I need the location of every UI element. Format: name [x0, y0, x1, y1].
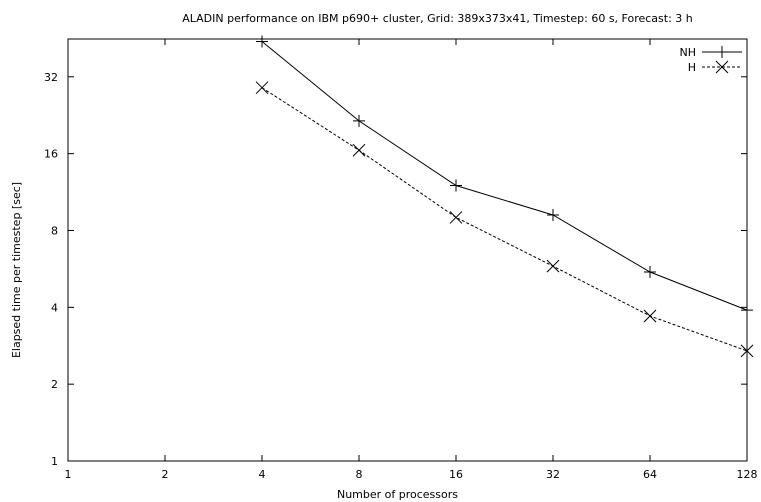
x-tick-label: 128 [737, 468, 758, 481]
x-tick-label: 4 [259, 468, 266, 481]
data-point-h [740, 344, 754, 358]
legend-label-nh: NH [680, 46, 697, 59]
data-point-h [643, 309, 657, 323]
series-line-nh [261, 41, 748, 311]
x-tick-label: 64 [643, 468, 657, 481]
legend: NH H [680, 46, 742, 74]
legend-label-h: H [688, 61, 696, 74]
data-point-nh [450, 179, 462, 192]
x-tick-label: 2 [162, 468, 169, 481]
y-tick-label: 8 [51, 224, 58, 237]
series-nh [256, 35, 753, 317]
series-h [255, 81, 754, 358]
data-point-h [352, 143, 366, 157]
data-point-nh [741, 304, 753, 317]
y-tick-label: 1 [51, 455, 58, 468]
data-point-nh [353, 114, 365, 127]
data-point-h [449, 211, 463, 224]
legend-marker-nh [716, 46, 728, 58]
legend-marker-h [715, 60, 729, 74]
data-point-nh [547, 208, 559, 221]
x-axis: 1 2 4 8 16 32 64 128 [65, 39, 758, 481]
x-tick-label: 8 [356, 468, 363, 481]
y-axis: 1 2 4 8 16 32 [44, 71, 747, 468]
data-point-h [255, 81, 269, 95]
y-tick-label: 2 [51, 378, 58, 391]
chart-title: ALADIN performance on IBM p690+ cluster,… [182, 12, 693, 25]
data-point-nh [644, 266, 656, 279]
y-tick-label: 16 [44, 148, 58, 161]
series-layer [255, 35, 754, 358]
x-tick-label: 1 [65, 468, 72, 481]
x-axis-label: Number of processors [337, 488, 458, 501]
y-tick-label: 4 [51, 301, 58, 314]
data-point-h [546, 259, 560, 273]
data-point-nh [256, 35, 268, 48]
x-tick-label: 16 [449, 468, 463, 481]
y-tick-label: 32 [44, 71, 58, 84]
series-line-h [261, 87, 748, 352]
plot-frame [67, 38, 748, 462]
x-tick-label: 32 [546, 468, 560, 481]
y-axis-label: Elapsed time per timestep [sec] [10, 182, 23, 358]
